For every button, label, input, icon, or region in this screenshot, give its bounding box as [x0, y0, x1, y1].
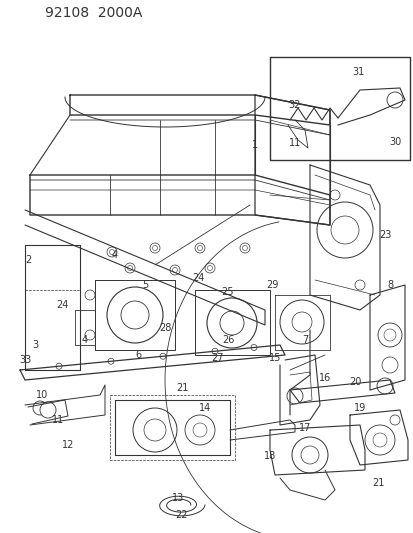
Text: 2: 2: [25, 255, 31, 265]
Text: 24: 24: [191, 273, 204, 283]
Text: 4: 4: [112, 250, 118, 260]
Text: 29: 29: [265, 280, 278, 290]
Text: 33: 33: [19, 355, 31, 365]
Text: 22: 22: [176, 510, 188, 520]
Text: 12: 12: [62, 440, 74, 450]
Text: 24: 24: [56, 300, 68, 310]
Text: 23: 23: [378, 230, 390, 240]
Text: 19: 19: [353, 403, 365, 413]
Text: 31: 31: [351, 67, 363, 77]
Text: 14: 14: [198, 403, 211, 413]
Text: 1: 1: [252, 140, 257, 150]
Text: 8: 8: [386, 280, 392, 290]
Text: 28: 28: [159, 323, 171, 333]
Text: 15: 15: [268, 353, 280, 363]
Text: 5: 5: [142, 280, 148, 290]
Text: 27: 27: [211, 353, 224, 363]
Text: 21: 21: [176, 383, 188, 393]
Text: 13: 13: [171, 493, 184, 503]
Text: 32: 32: [288, 100, 301, 110]
Text: 20: 20: [348, 377, 360, 387]
Text: 11: 11: [288, 138, 300, 148]
Circle shape: [40, 402, 56, 418]
Text: 7: 7: [301, 335, 307, 345]
Text: 92108  2000A: 92108 2000A: [45, 6, 142, 20]
Text: 6: 6: [135, 350, 141, 360]
Text: 11: 11: [52, 415, 64, 425]
Text: 4: 4: [82, 335, 88, 345]
Text: 21: 21: [371, 478, 383, 488]
Text: 30: 30: [388, 137, 400, 147]
Text: 17: 17: [298, 423, 311, 433]
Text: 10: 10: [36, 390, 48, 400]
Text: 25: 25: [221, 287, 234, 297]
Text: 3: 3: [32, 340, 38, 350]
Text: 18: 18: [263, 451, 275, 461]
Circle shape: [33, 401, 47, 415]
Text: 26: 26: [221, 335, 234, 345]
Text: 16: 16: [318, 373, 330, 383]
